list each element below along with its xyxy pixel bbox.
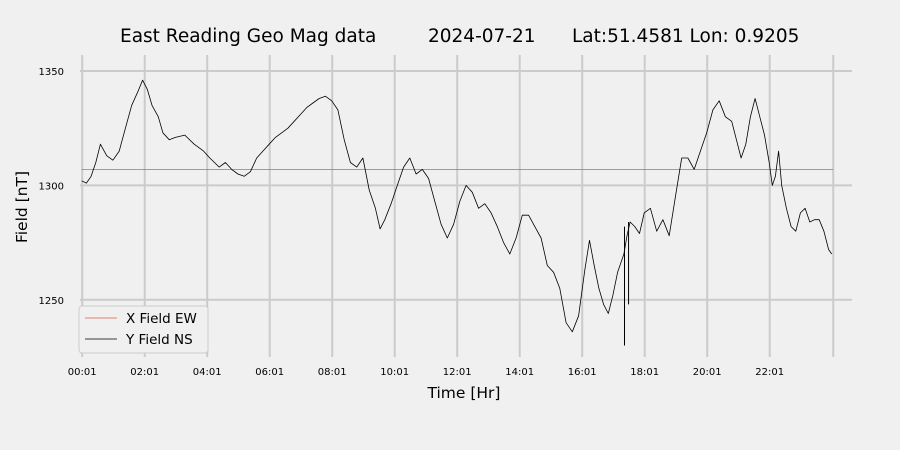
y-tick-label-2: 1350 xyxy=(39,67,64,78)
x-tick-label-6: 12:01 xyxy=(443,367,472,378)
x-tick-label-1: 02:01 xyxy=(130,367,159,378)
x-tick-labels: 00:01 02:01 04:01 06:01 08:01 10:01 12:01 14:01… xyxy=(68,367,784,378)
x-tick-label-0: 00:01 xyxy=(68,367,97,378)
y-tick-label-0: 1250 xyxy=(39,296,64,307)
x-axis-label: Time [Hr] xyxy=(427,384,501,402)
x-tick-label-8: 16:01 xyxy=(568,367,597,378)
series-lines xyxy=(81,79,834,346)
legend-label-y-field: Y Field NS xyxy=(125,332,193,348)
chart-title-location: Lat:51.4581 Lon: 0.9205 xyxy=(572,26,799,47)
x-tick-label-10: 20:01 xyxy=(693,367,722,378)
y-axis-label: Field [nT] xyxy=(13,171,31,243)
chart-title-date: 2024-07-21 xyxy=(428,26,536,47)
grid xyxy=(80,55,852,357)
x-tick-label-7: 14:01 xyxy=(505,367,534,378)
x-tick-label-4: 08:01 xyxy=(318,367,347,378)
x-tick-label-5: 10:01 xyxy=(380,367,409,378)
x-tick-label-2: 04:01 xyxy=(193,367,222,378)
y-tick-label-1: 1300 xyxy=(39,181,64,192)
x-tick-label-11: 22:01 xyxy=(755,367,784,378)
y-field-ns-line xyxy=(81,79,833,333)
legend-label-x-field: X Field EW xyxy=(126,311,197,327)
x-tick-label-3: 06:01 xyxy=(255,367,284,378)
chart-title-station: East Reading Geo Mag data xyxy=(120,26,376,47)
y-tick-labels: 1250 1300 1350 xyxy=(39,67,64,307)
x-tick-label-9: 18:01 xyxy=(630,367,659,378)
legend: X Field EW Y Field NS xyxy=(78,305,209,354)
